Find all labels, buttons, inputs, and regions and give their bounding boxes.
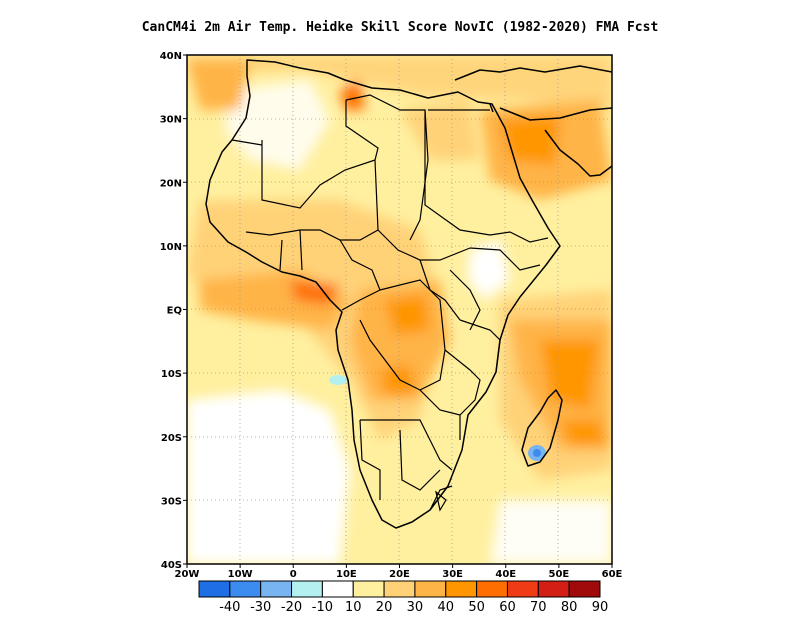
- colorbar-label: 30: [407, 600, 424, 615]
- lat-tick-label: 10S: [161, 369, 182, 380]
- colorbar-swatch: [383, 580, 416, 598]
- map-title: CanCM4i 2m Air Temp. Heidke Skill Score …: [141, 20, 659, 35]
- colorbar-label: 10: [345, 600, 362, 615]
- colorbar: -40 -30 -20 -10 10 20 30 40 50 60 70 80 90: [198, 580, 609, 615]
- colorbar-swatch: [568, 580, 601, 598]
- latitude-axis: 40N 30N 20N 10N EQ 10S 20S 30S 40S: [160, 51, 187, 571]
- colorbar-swatch: [414, 580, 447, 598]
- colorbar-swatch: [476, 580, 508, 598]
- lon-tick-label: 10W: [228, 569, 253, 580]
- lat-tick-label: 10N: [160, 242, 182, 253]
- lat-tick-label: 30N: [160, 115, 182, 126]
- colorbar-swatch: [229, 580, 262, 598]
- lon-tick-label: 30E: [442, 569, 463, 580]
- lat-tick-label: EQ: [167, 306, 182, 317]
- colorbar-swatch: [352, 580, 385, 598]
- colorbar-swatch: [291, 580, 323, 598]
- colorbar-label: 20: [376, 600, 393, 615]
- colorbar-label: 40: [437, 600, 454, 615]
- lon-tick-label: 20E: [389, 569, 410, 580]
- grid-lines: [187, 55, 612, 564]
- colorbar-label: 70: [530, 600, 547, 615]
- lon-tick-label: 0: [290, 569, 297, 580]
- lat-tick-label: 20N: [160, 178, 182, 189]
- coastlines: [205, 59, 612, 529]
- colorbar-swatch: [537, 580, 570, 598]
- lon-tick-label: 50E: [549, 569, 570, 580]
- lat-tick-label: 40N: [160, 51, 182, 62]
- lat-tick-label: 20S: [161, 433, 182, 444]
- lat-tick-label: 40S: [161, 560, 182, 571]
- lon-tick-label: 60E: [602, 569, 623, 580]
- lon-tick-label: 10E: [336, 569, 357, 580]
- colorbar-label: 60: [499, 600, 516, 615]
- skill-field: [187, 55, 612, 564]
- lon-tick-label: 20W: [175, 569, 200, 580]
- colorbar-swatch: [506, 580, 539, 598]
- colorbar-label: -40: [219, 600, 240, 615]
- colorbar-label: -20: [281, 600, 302, 615]
- lon-tick-label: 40E: [495, 569, 516, 580]
- colorbar-label: 50: [468, 600, 485, 615]
- colorbar-label: -10: [312, 600, 333, 615]
- colorbar-label: -30: [250, 600, 271, 615]
- colorbar-label: 90: [592, 600, 609, 615]
- colorbar-swatch: [198, 580, 231, 598]
- longitude-axis: 20W 10W 0 10E 20E 30E 40E 50E 60E: [175, 564, 623, 580]
- colorbar-swatch: [260, 580, 293, 598]
- country-borders: [231, 94, 549, 512]
- colorbar-label: 80: [561, 600, 578, 615]
- lat-tick-label: 30S: [161, 496, 182, 507]
- colorbar-swatch: [445, 580, 478, 598]
- colorbar-swatch: [321, 580, 354, 598]
